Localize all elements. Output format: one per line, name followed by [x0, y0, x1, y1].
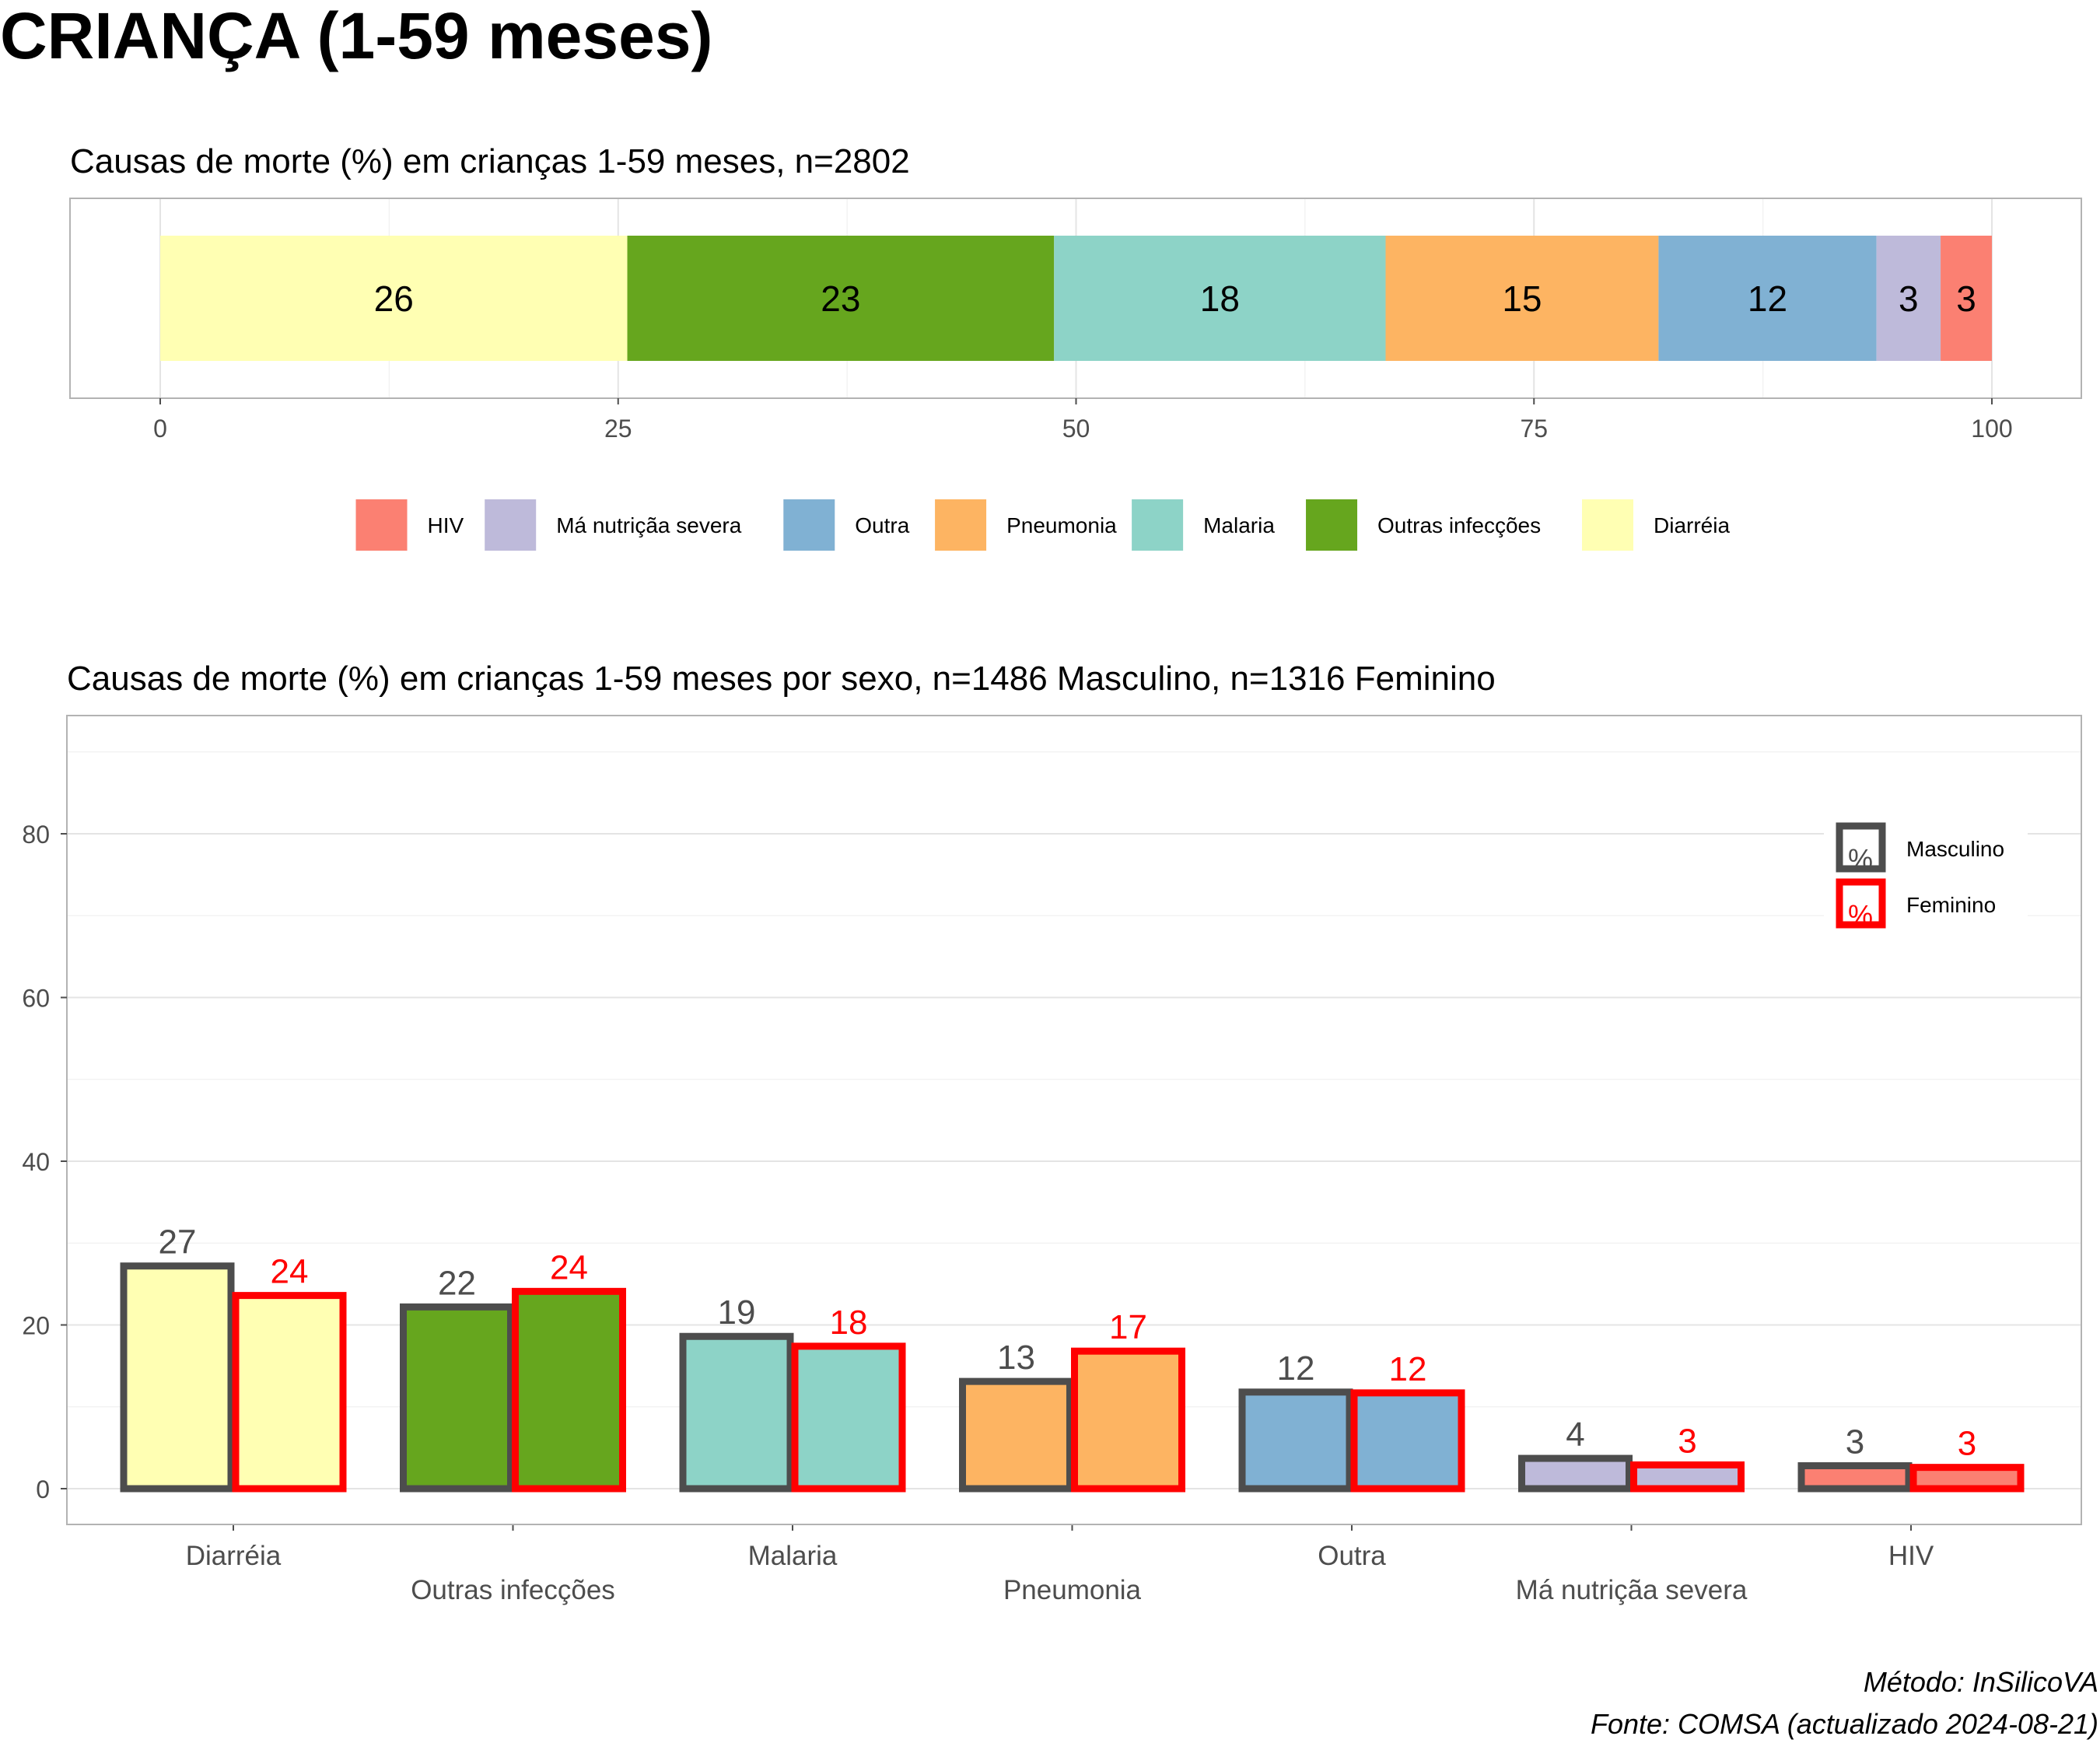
legend-key-feminino	[1836, 878, 1886, 929]
legend-label-feminino: Feminino	[1906, 893, 1996, 917]
data-label-hiv: 3	[1956, 278, 1976, 319]
page-title: CRIANÇA (1-59 meses)	[0, 0, 713, 72]
legend-key-ma-nutricaa-severa	[485, 499, 537, 551]
data-label-feminino-malaria: 18	[830, 1304, 868, 1342]
data-label-masculino-outra: 12	[1277, 1349, 1315, 1388]
data-label-ma-nutricaa-severa: 3	[1899, 278, 1919, 319]
legend-key-diarreia	[1582, 499, 1633, 551]
plot-border	[66, 715, 2082, 1525]
legend-label-masculino: Masculino	[1906, 837, 2004, 861]
data-label-feminino-pneumonia: 17	[1109, 1308, 1147, 1346]
legend-label-pneumonia: Pneumonia	[1006, 513, 1117, 537]
legend-key-glyph: %	[1848, 843, 1873, 875]
data-label-outras-infeccoes: 23	[821, 278, 860, 319]
legend-key-hiv	[355, 499, 408, 551]
method-caption: Método: InSilicoVA	[1863, 1666, 2098, 1698]
stacked-bar-legend: HIV Má nutriçãa severa Outra Pneumonia Malar…	[355, 499, 1730, 551]
data-label-feminino-outra: 12	[1389, 1350, 1427, 1388]
data-label-masculino-pneumonia: 13	[997, 1339, 1035, 1377]
stacked-bar-chart: 26 23 18 15 12 3 3 0 25 50 75 100	[69, 198, 2082, 443]
data-label-malaria: 18	[1200, 278, 1240, 319]
x-tick-label: Outra	[1318, 1541, 1386, 1571]
data-label-masculino-outras-infeccoes: 22	[438, 1264, 476, 1302]
grouped-chart-title: Causas de morte (%) em crianças 1-59 mes…	[67, 660, 1496, 698]
data-label-feminino-hiv: 3	[1958, 1425, 1976, 1463]
grouped-bar-chart: 27 24 Diarréia 22 24 Outras infecções 19 18 Mala…	[22, 715, 2082, 1605]
stacked-chart-title: Causas de morte (%) em crianças 1-59 mes…	[70, 142, 910, 180]
legend-label-diarreia: Diarréia	[1654, 513, 1730, 537]
data-label-masculino-ma-nutricaa-severa: 4	[1566, 1416, 1584, 1454]
data-label-diarreia: 26	[374, 278, 414, 319]
bar-feminino-pneumonia	[1071, 1347, 1185, 1493]
legend-label-outras-infeccoes: Outras infecções	[1377, 513, 1541, 537]
legend-key-masculino	[1836, 822, 1886, 873]
legend-label-outra: Outra	[855, 513, 909, 537]
bar-segment-ma-nutricaa-severa	[1876, 236, 1941, 361]
source-caption: Fonte: COMSA (actualizado 2024-08-21)	[1591, 1708, 2098, 1740]
bar-segment-diarreia	[160, 236, 628, 361]
data-label-masculino-malaria: 19	[718, 1293, 756, 1332]
bar-masculino-pneumonia	[959, 1377, 1073, 1493]
bar-masculino-hiv	[1797, 1462, 1913, 1493]
bar-segment-hiv	[1941, 236, 1992, 361]
y-tick-label: 20	[22, 1312, 50, 1340]
data-label-feminino-diarreia: 24	[271, 1253, 309, 1291]
y-tick-label: 60	[22, 985, 50, 1013]
legend-key-outra	[783, 499, 835, 551]
legend-key-outras-infeccoes	[1306, 499, 1358, 551]
legend-label-ma-nutricaa-severa: Má nutriçãa severa	[556, 513, 742, 537]
data-label-masculino-diarreia: 27	[159, 1223, 197, 1262]
data-label-masculino-hiv: 3	[1846, 1423, 1864, 1461]
legend-label-hiv: HIV	[428, 513, 464, 537]
y-tick-label: 80	[22, 821, 50, 849]
data-label-feminino-ma-nutricaa-severa: 3	[1678, 1422, 1696, 1460]
data-label-feminino-outras-infeccoes: 24	[550, 1248, 588, 1286]
legend-key-malaria	[1132, 499, 1184, 551]
bar-feminino-outras-infeccoes	[512, 1287, 626, 1493]
bar-feminino-ma-nutricaa-severa	[1630, 1461, 1745, 1493]
legend-label-malaria: Malaria	[1203, 513, 1275, 537]
bar-masculino-diarreia	[120, 1262, 235, 1493]
bar-masculino-outra	[1238, 1388, 1353, 1493]
bar-segment-outra	[1658, 236, 1877, 361]
bar-masculino-outras-infeccoes	[400, 1303, 514, 1493]
grouped-bar-legend: % Masculino% Feminino	[1824, 815, 2028, 940]
bar-feminino-diarreia	[232, 1292, 347, 1493]
y-tick-label: 40	[22, 1148, 50, 1176]
data-label-outra: 12	[1748, 278, 1787, 319]
bar-feminino-malaria	[791, 1342, 906, 1493]
legend-key-glyph: %	[1848, 899, 1873, 931]
x-tick-label: Pneumonia	[1003, 1575, 1142, 1605]
x-tick-label: Malaria	[748, 1541, 838, 1571]
y-tick-label: 0	[36, 1475, 50, 1503]
bar-feminino-outra	[1350, 1389, 1465, 1493]
legend-key-pneumonia	[935, 499, 987, 551]
x-tick-label: 0	[153, 415, 167, 443]
x-tick-label: 25	[604, 415, 632, 443]
bar-segment-malaria	[1054, 236, 1386, 361]
bar-segment-outras-infeccoes	[627, 236, 1055, 361]
x-tick-label: 100	[1971, 415, 2012, 443]
bar-segment-pneumonia	[1385, 236, 1659, 361]
bar-feminino-hiv	[1909, 1464, 2025, 1493]
x-tick-label: 50	[1062, 415, 1090, 443]
x-tick-label: Outras infecções	[411, 1575, 615, 1605]
data-label-pneumonia: 15	[1502, 278, 1542, 319]
x-tick-label: Má nutriçãa severa	[1516, 1575, 1748, 1605]
x-tick-label: HIV	[1888, 1541, 1934, 1571]
bar-masculino-malaria	[679, 1332, 794, 1493]
x-tick-label: 75	[1520, 415, 1548, 443]
x-tick-label: Diarréia	[186, 1541, 282, 1571]
bar-masculino-ma-nutricaa-severa	[1518, 1454, 1633, 1493]
